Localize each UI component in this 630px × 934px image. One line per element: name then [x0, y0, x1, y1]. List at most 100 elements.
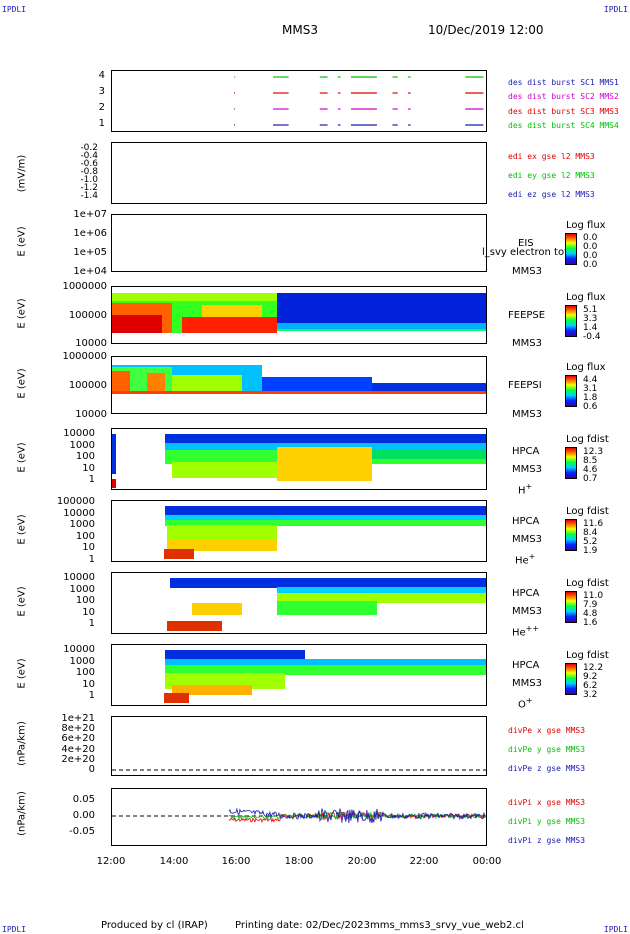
divpe-panel [111, 716, 487, 776]
hpca-hepp-heatmap [167, 578, 486, 631]
hpca-h-heatmap [112, 434, 486, 488]
xtick-2200: 22:00 [409, 856, 439, 867]
hpca-hepp-inst2: MMS3 [512, 606, 542, 617]
hpca-hepp-ylabel: E (eV) [16, 586, 28, 617]
date-title: 10/Dec/2019 12:00 [428, 23, 544, 37]
eis-extra: l_svy electron tofs [482, 247, 573, 258]
edi-yticks: -0.2 -0.4 -0.6 -0.8 -1.0 -1.2 -1.4 [80, 143, 98, 201]
divpi-ylabel: (nPa/km) [16, 791, 28, 836]
hpca-he-inst: HPCA [512, 516, 540, 527]
eis-colorbar [565, 233, 577, 265]
divpe-yticks: 1e+21 8e+20 6e+20 4e+20 2e+20 0 [61, 713, 95, 776]
hpca-h-cb-title: Log fdist [566, 434, 609, 445]
feepsi-cb-ticks: 4.4 3.1 1.8 0.6 [583, 375, 598, 412]
divpe-legend-y: divPe y gse MMS3 [508, 745, 586, 754]
divpi-series-z [228, 807, 487, 824]
eis-ytick-3: 1e+04 [73, 266, 107, 277]
divpe-legend-z: divPe z gse MMS3 [508, 764, 586, 773]
hpca-o-yticks: 10000 1000 100 10 1 [63, 644, 95, 701]
feepsi-panel [111, 356, 487, 414]
footer-printing: Printing date: 02/Dec/2023 [235, 920, 371, 931]
hpca-he-heatmap [164, 506, 486, 559]
burst-panel [111, 70, 487, 132]
feepse-colorbar [565, 305, 577, 337]
eis-panel [111, 214, 487, 272]
feepsi-ytick-1: 100000 [68, 380, 107, 391]
footer-file: mms_mms3_srvy_vue_web2.cl [370, 920, 524, 931]
hpca-he-inst2: MMS3 [512, 534, 542, 545]
feepsi-ylabel: E (eV) [16, 368, 28, 399]
burst-legend-2: des dist burst SC2 MMS2 [508, 92, 619, 101]
divpe-plot [112, 769, 486, 771]
xtick-1400: 14:00 [159, 856, 189, 867]
hpca-hepp-cb-ticks: 11.0 7.9 4.8 1.6 [583, 591, 604, 628]
hpca-h-yticks: 10000 1000 100 10 1 [63, 428, 95, 485]
divpi-panel [111, 788, 487, 846]
edi-panel [111, 142, 487, 204]
corner-label-tr: IPDLI [603, 5, 628, 14]
feepsi-ytick-0: 1000000 [62, 351, 107, 362]
spacecraft-title: MMS3 [282, 23, 318, 37]
hpca-o-cb-ticks: 12.2 9.2 6.2 3.2 [583, 663, 604, 700]
divpi-ytick-1: 0.00 [72, 810, 95, 821]
eis-cb-ticks: 0.0 0.0 0.0 0.0 [583, 233, 598, 270]
feepse-inst2: MMS3 [512, 338, 542, 349]
divpi-legend-x: divPi x gse MMS3 [508, 798, 586, 807]
feepse-ytick-0: 1000000 [62, 281, 107, 292]
feepse-inst: FEEPSE [508, 310, 546, 321]
footer-producer: Produced by cl (IRAP) [101, 920, 208, 931]
feepse-ytick-2: 10000 [75, 338, 107, 349]
hpca-h-cb-ticks: 12.3 8.5 4.6 0.7 [583, 447, 604, 484]
divpi-legend-y: divPi y gse MMS3 [508, 817, 586, 826]
feepsi-inst2: MMS3 [512, 409, 542, 420]
feepse-ytick-1: 100000 [68, 310, 107, 321]
xtick-1600: 16:00 [221, 856, 251, 867]
eis-ylabel: E (eV) [16, 226, 28, 257]
burst-ytick-3: 3 [98, 86, 105, 97]
hpca-h-panel [111, 428, 487, 490]
divpi-legend-z: divPi z gse MMS3 [508, 836, 586, 845]
eis-ytick-1: 1e+06 [73, 228, 107, 239]
hpca-o-ylabel: E (eV) [16, 658, 28, 689]
hpca-he-panel [111, 500, 487, 562]
hpca-h-colorbar [565, 447, 577, 479]
hpca-h-species: H+ [518, 482, 533, 497]
edi-legend-z: edi ez gse l2 MMS3 [508, 190, 595, 199]
burst-ytick-2: 2 [98, 102, 105, 113]
hpca-h-ylabel: E (eV) [16, 442, 28, 473]
hpca-o-species: O+ [518, 696, 533, 711]
eis-inst2: MMS3 [512, 266, 542, 277]
hpca-o-inst: HPCA [512, 660, 540, 671]
burst-plot [234, 76, 484, 126]
divpe-ylabel: (nPa/km) [16, 721, 28, 766]
hpca-o-colorbar [565, 663, 577, 695]
burst-ytick-1: 1 [98, 118, 105, 129]
corner-label-tl: IPDLI [2, 5, 27, 14]
eis-ytick-0: 1e+07 [73, 209, 107, 220]
xtick-1800: 18:00 [284, 856, 314, 867]
hpca-h-inst: HPCA [512, 446, 540, 457]
feepsi-ytick-2: 10000 [75, 409, 107, 420]
hpca-h-inst2: MMS3 [512, 464, 542, 475]
hpca-he-species: He+ [515, 552, 536, 567]
divpi-plot [112, 807, 487, 824]
feepse-panel [111, 286, 487, 344]
eis-cb-title: Log flux [566, 220, 606, 231]
hpca-hepp-cb-title: Log fdist [566, 578, 609, 589]
burst-ytick-4: 4 [98, 70, 105, 81]
feepsi-cb-title: Log flux [566, 362, 606, 373]
hpca-he-cb-ticks: 11.6 8.4 5.2 1.9 [583, 519, 604, 556]
feepse-cb-title: Log flux [566, 292, 606, 303]
eis-inst: EIS [518, 238, 534, 249]
hpca-hepp-inst: HPCA [512, 588, 540, 599]
burst-legend-1: des dist burst SC1 MMS1 [508, 78, 619, 87]
hpca-o-inst2: MMS3 [512, 678, 542, 689]
feepse-heatmap [112, 287, 486, 333]
feepsi-heatmap [112, 365, 486, 394]
hpca-o-panel [111, 644, 487, 706]
corner-label-br: IPDLI [603, 925, 628, 934]
feepsi-colorbar [565, 375, 577, 407]
hpca-he-cb-title: Log fdist [566, 506, 609, 517]
hpca-o-heatmap [164, 650, 486, 703]
edi-ylabel: (mV/m) [16, 154, 28, 193]
